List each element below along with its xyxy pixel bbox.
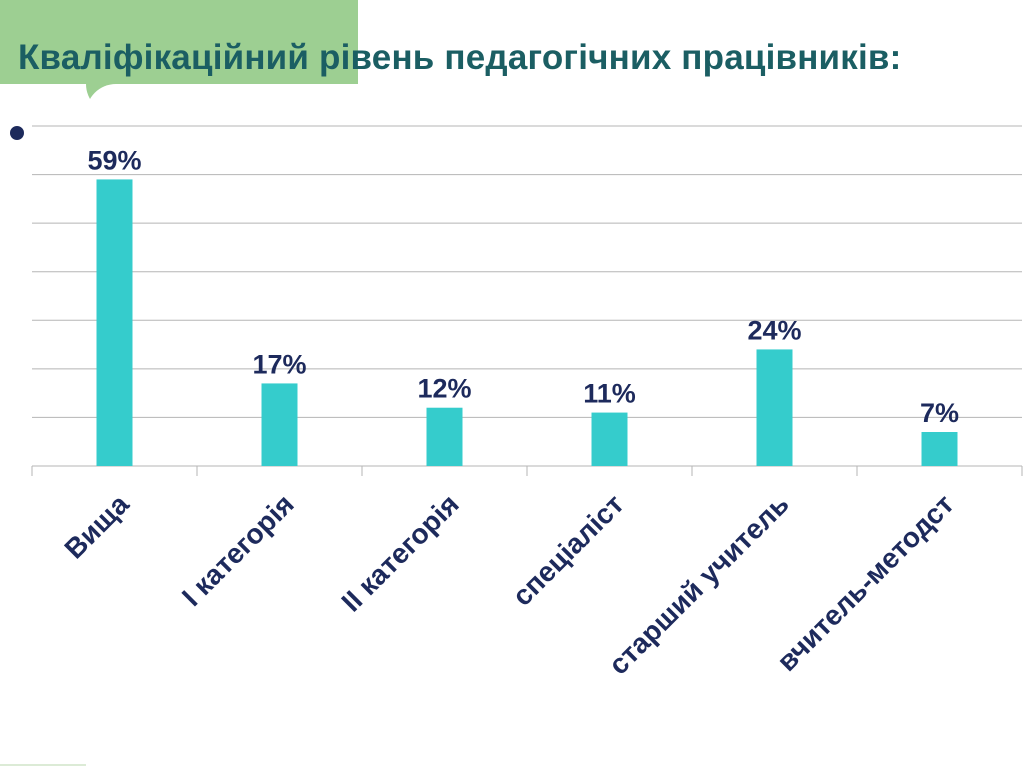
category-label: старший учитель [603,488,795,680]
data-label: 17% [252,349,306,379]
category-label: вчитель-методст [771,488,960,677]
data-label: 59% [87,145,141,175]
category-label: Вища [58,488,135,565]
bar [96,179,133,466]
bar [426,407,463,466]
bullet-icon [10,126,24,140]
bar [756,349,793,466]
bar [921,432,958,466]
data-label: 24% [747,315,801,345]
x-axis [31,465,1023,476]
category-label: спеціаліст [506,488,629,611]
data-label: 7% [920,398,959,428]
data-labels: 59% 17% 12% 11% 24% 7% [87,145,959,428]
footer-line [0,764,86,766]
bar [591,412,628,466]
data-label: 11% [583,379,636,409]
bars [96,179,958,466]
title-accent-curve [86,84,358,114]
category-label: І категорія [176,488,300,612]
category-label: ІІ категорія [335,488,464,617]
bar [261,383,298,466]
category-labels: Вища І категорія ІІ категорія спеціалістста… [58,488,959,681]
slide-title: Кваліфікаційний рівень педагогічних прац… [18,38,902,77]
title-accent-block [0,0,358,84]
data-label: 12% [417,374,471,404]
gridlines [32,125,1022,418]
